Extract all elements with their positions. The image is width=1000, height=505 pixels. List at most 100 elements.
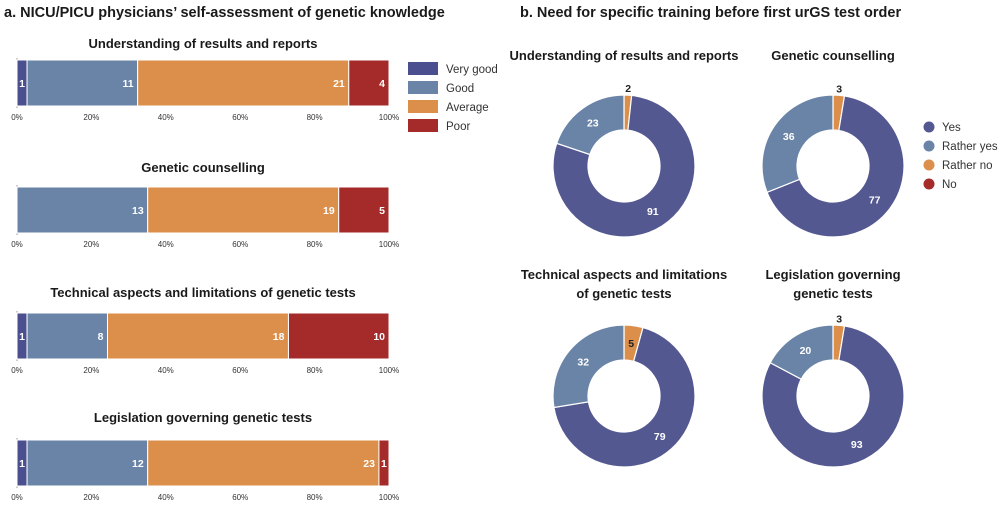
legend-swatch: [408, 119, 438, 132]
donut-chart-title: Technical aspects and limitations: [521, 267, 727, 282]
bar-segment-value: 8: [98, 331, 104, 343]
donut-slice-yes: [552, 94, 696, 238]
bar-segment-value: 19: [323, 205, 335, 217]
bar-segment-value: 21: [333, 78, 345, 90]
bar-segment-good: [26, 59, 139, 107]
x-tick-label: 20%: [83, 240, 99, 249]
legend-item-no: No: [923, 178, 957, 191]
bar-chart-title: Technical aspects and limitations of gen…: [50, 285, 355, 300]
x-tick-label: 60%: [232, 113, 248, 122]
donut-chart-title: Legislation governing: [765, 267, 900, 282]
legend-item-rather-no: Rather no: [923, 159, 993, 172]
donut-slice-rather-yes: [555, 94, 625, 156]
bar-chart-title: Understanding of results and reports: [89, 36, 318, 51]
x-tick-label: 100%: [379, 240, 399, 249]
bar-segment-poor: [378, 439, 390, 487]
donut-chart-title: genetic tests: [793, 286, 872, 301]
bar-segment-value: 13: [132, 205, 144, 217]
donut-slice-value: 77: [869, 195, 881, 207]
donut-slice-value: 91: [647, 206, 659, 218]
bar-segment-value: 1: [19, 331, 25, 343]
legend-item-rather-yes: Rather yes: [923, 140, 998, 153]
bar-segment-average: [137, 59, 350, 107]
legend-item-average: Average: [408, 100, 489, 114]
x-tick-label: 60%: [232, 366, 248, 375]
x-tick-label: 60%: [232, 240, 248, 249]
x-tick-label: 0%: [11, 366, 23, 375]
x-tick-label: 0%: [11, 240, 23, 249]
legend-label: No: [942, 179, 957, 191]
x-tick-label: 100%: [379, 113, 399, 122]
donut-slice-value: 32: [577, 356, 589, 368]
x-tick-label: 80%: [307, 493, 323, 502]
x-tick-label: 20%: [83, 113, 99, 122]
bar-segment-average: [147, 439, 380, 487]
donut-charts: Understanding of results and reports 2 91 2…: [510, 48, 905, 468]
donut-slice-rather-yes: [769, 324, 834, 380]
donut-chart-4: Legislation governing genetic tests 3 93 20: [761, 267, 905, 468]
x-tick-label: 0%: [11, 493, 23, 502]
donut-slice-value: 93: [851, 439, 863, 451]
bar-segment-value: 5: [379, 205, 385, 217]
bar-segment-average: [147, 186, 340, 234]
x-tick-label: 0%: [11, 113, 23, 122]
legend-item-yes: Yes: [923, 121, 961, 134]
donut-slice-yes: [761, 325, 905, 468]
x-tick-label: 100%: [379, 366, 399, 375]
legend-label: Good: [446, 83, 474, 95]
bar-segment-poor: [348, 59, 390, 107]
bar-segment-value: 23: [363, 458, 375, 470]
x-tick-label: 80%: [307, 366, 323, 375]
legend-self-assessment: Very good Good Average Poor: [408, 62, 498, 133]
bar-segment-value: 1: [381, 458, 387, 470]
x-tick-label: 80%: [307, 240, 323, 249]
donut-slice-yes: [553, 326, 696, 468]
donut-slice-value: 5: [628, 338, 634, 350]
legend-marker: [923, 178, 935, 190]
legend-label: Yes: [942, 122, 961, 134]
x-tick-label: 20%: [83, 366, 99, 375]
x-tick-label: 40%: [158, 113, 174, 122]
x-tick-label: 100%: [379, 493, 399, 502]
legend-marker: [923, 121, 935, 133]
legend-item-very-good: Very good: [408, 62, 498, 76]
bar-segment-average: [106, 312, 289, 360]
bar-segment-value: 18: [273, 331, 285, 343]
donut-slice-value: 3: [836, 313, 842, 325]
legend-label: Very good: [446, 64, 498, 76]
donut-slice-value: 23: [587, 118, 599, 130]
legend-label: Poor: [446, 121, 470, 133]
x-tick-label: 40%: [158, 240, 174, 249]
x-tick-label: 80%: [307, 113, 323, 122]
legend-swatch: [408, 62, 438, 75]
donut-slice-value: 20: [800, 345, 812, 357]
bar-segment-value: 1: [19, 458, 25, 470]
legend-item-poor: Poor: [408, 119, 470, 133]
panel-b-title: b. Need for specific training before fir…: [520, 5, 901, 21]
legend-swatch: [408, 81, 438, 94]
bar-chart-title: Genetic counselling: [141, 160, 265, 175]
legend-swatch: [408, 100, 438, 113]
bar-segment-value: 12: [132, 458, 144, 470]
x-tick-label: 60%: [232, 493, 248, 502]
legend-marker: [923, 140, 935, 152]
donut-slice-value: 36: [783, 131, 795, 143]
bar-chart-title: Legislation governing genetic tests: [94, 410, 312, 425]
legend-label: Average: [446, 102, 489, 114]
bar-segment-poor: [287, 312, 390, 360]
stacked-bar-chart-3: Technical aspects and limitations of gen…: [11, 285, 399, 375]
donut-chart-title: of genetic tests: [576, 286, 671, 301]
donut-slice-value: 79: [654, 431, 666, 443]
bar-segment-good: [26, 439, 149, 487]
legend-marker: [923, 159, 935, 171]
x-tick-label: 40%: [158, 493, 174, 502]
donut-slice-value: 2: [625, 83, 631, 95]
donut-chart-3: Technical aspects and limitations of gene…: [521, 267, 727, 468]
donut-slice-rather-yes: [761, 94, 834, 194]
legend-label: Rather no: [942, 160, 993, 172]
donut-chart-1: Understanding of results and reports 2 91 2…: [510, 48, 738, 238]
bar-segment-value: 11: [123, 78, 134, 90]
